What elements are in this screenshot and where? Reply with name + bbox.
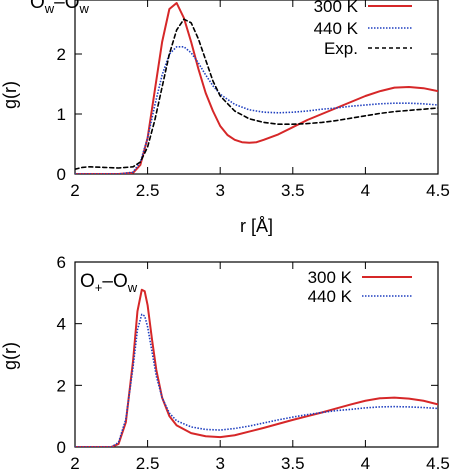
y-tick-label: 2 <box>57 376 66 395</box>
x-tick-label: 2 <box>70 454 79 473</box>
x-tick-label: 3 <box>215 454 224 473</box>
y-axis-label: g(r) <box>0 81 20 109</box>
panel-label: O+–Ow <box>80 271 138 295</box>
x-tick-label: 2.5 <box>136 181 160 200</box>
x-tick-label: 3 <box>215 181 224 200</box>
panel-label-part: w <box>79 1 90 16</box>
y-axis-label: g(r) <box>0 342 20 370</box>
series-lines <box>75 288 438 447</box>
legend-label: 440 K <box>314 19 359 38</box>
x-tick-label: 4 <box>361 454 370 473</box>
x-tick-label: 3.5 <box>281 454 305 473</box>
panel-label-part: O <box>80 271 95 292</box>
plot-frame <box>74 0 439 175</box>
legend-label: 300 K <box>308 268 353 287</box>
series-line-300-k <box>75 2 438 174</box>
legend-label: 300 K <box>314 0 359 16</box>
y-tick-label: 0 <box>57 165 66 184</box>
panel-label-part: – <box>54 0 65 13</box>
x-tick-label: 2 <box>70 181 79 200</box>
x-tick-label: 4.5 <box>426 454 450 473</box>
series-line-300-k <box>75 288 438 447</box>
legend-label: Exp. <box>324 39 358 58</box>
y-tick-label: 0 <box>57 438 66 457</box>
panel-label-part: O <box>65 0 80 13</box>
series-line-440-k <box>75 46 438 174</box>
x-tick-label: 4 <box>361 181 370 200</box>
y-tick-label: 4 <box>57 315 66 334</box>
x-axis-label: r [Å] <box>240 216 273 236</box>
y-tick-label: 1 <box>57 105 66 124</box>
series-lines <box>75 2 438 174</box>
panel-label-part: O <box>30 0 45 13</box>
x-tick-label: 4.5 <box>426 181 450 200</box>
x-tick-label: 3.5 <box>281 181 305 200</box>
x-tick-label: 2.5 <box>136 454 160 473</box>
plot-frame <box>74 261 439 448</box>
series-line-exp <box>75 18 438 170</box>
panel-label-part: w <box>127 280 138 295</box>
panel-label-part: O <box>113 271 128 292</box>
legend-label: 440 K <box>308 287 353 306</box>
panel-label: Ow–Ow <box>30 0 90 16</box>
y-tick-label: 2 <box>57 45 66 64</box>
series-line-440-k <box>75 313 438 447</box>
y-tick-label: 6 <box>57 253 66 272</box>
panel-label-part: w <box>44 1 55 16</box>
panel-label-part: + <box>95 280 103 295</box>
panel-label-part: – <box>102 271 113 292</box>
